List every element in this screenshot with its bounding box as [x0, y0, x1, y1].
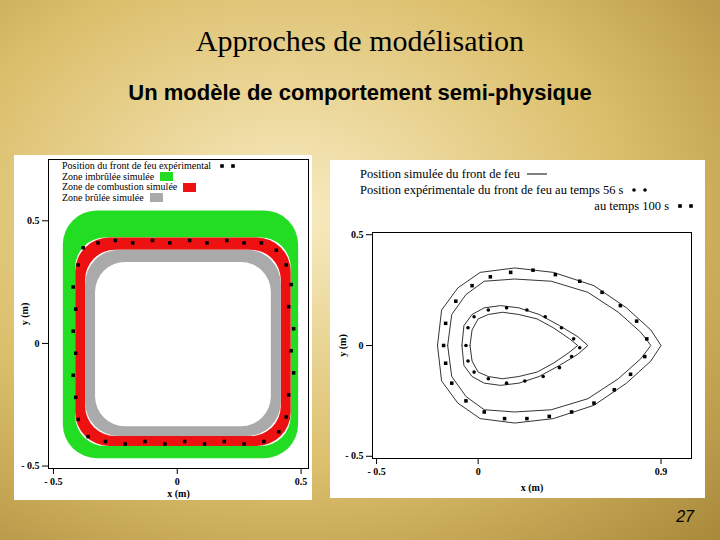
svg-text:0: 0 [359, 340, 364, 351]
svg-text:- 0.5: - 0.5 [345, 450, 363, 461]
html-text:Zone brûlée simulée: Zone brûlée simulée [62, 191, 144, 203]
svg-text:- 0.5: - 0.5 [21, 460, 39, 471]
html-text:Un modèle de comportement semi: Un modèle de comportement semi-physique [128, 80, 592, 105]
svg-text:0: 0 [476, 466, 481, 477]
svg-text:y (m): y (m) [19, 303, 31, 326]
svg-text:x (m): x (m) [521, 482, 544, 494]
svg-text:0: 0 [175, 476, 180, 487]
html-text:27: 27 [676, 508, 694, 525]
svg-text:y (m): y (m) [337, 334, 349, 357]
svg-text:0.5: 0.5 [295, 476, 308, 487]
svg-text:x (m): x (m) [167, 488, 190, 500]
html-text:Approches de modélisation: Approches de modélisation [195, 24, 525, 57]
html-text:Position expérimentale du fron: Position expérimentale du front de feu a… [360, 183, 624, 197]
svg-text:0.5: 0.5 [27, 215, 40, 226]
svg-text:- 0.5: - 0.5 [44, 476, 62, 487]
svg-text:0.9: 0.9 [655, 466, 668, 477]
html-text:Zone imbrûlée simulée: Zone imbrûlée simulée [62, 170, 155, 182]
svg-text:- 0.5: - 0.5 [367, 466, 385, 477]
svg-text:0.5: 0.5 [351, 229, 364, 240]
html-text:Position du front de feu expér: Position du front de feu expérimental [62, 160, 212, 171]
svg-text:0: 0 [35, 338, 40, 349]
html-text:Zone de combustion simulée: Zone de combustion simulée [62, 181, 178, 192]
html-text:au temps 100 s: au temps 100 s [594, 199, 669, 213]
html-text:Position simulée du front de f: Position simulée du front de feu [360, 167, 520, 181]
